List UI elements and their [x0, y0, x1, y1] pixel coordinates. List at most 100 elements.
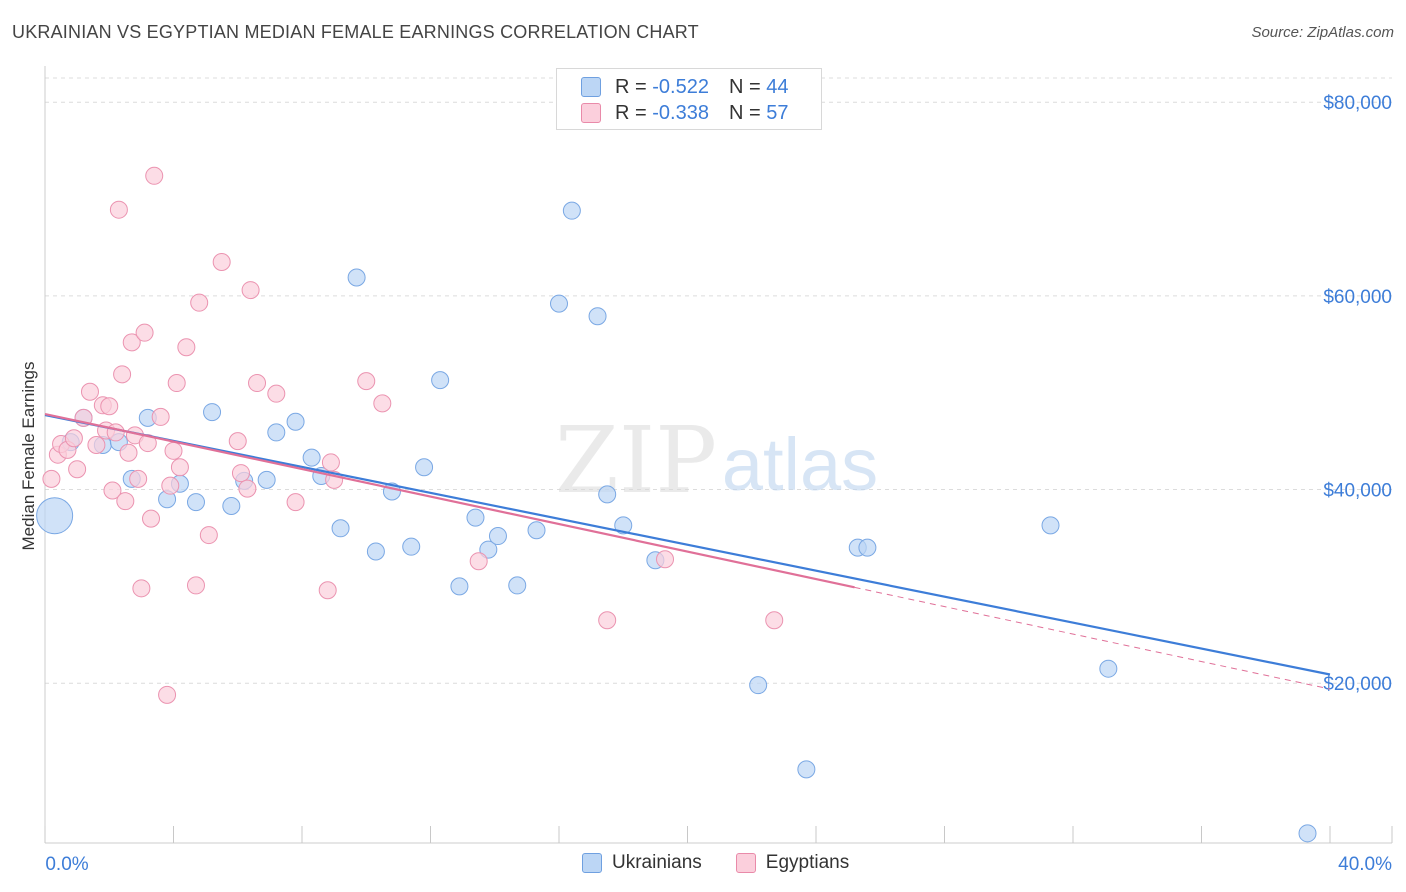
egyptian-trend-extension: [854, 586, 1331, 690]
ukrainian-point: [222, 497, 241, 516]
egyptian-point: [87, 436, 106, 455]
legend-r-label: R =: [615, 101, 653, 124]
y-tick-label: $60,000: [1323, 287, 1392, 308]
ukrainian-point: [1041, 516, 1060, 535]
watermark-atlas: atlas: [722, 423, 878, 506]
legend-row-egyptians: R = -0.338 N = 57: [581, 101, 788, 125]
correlation-legend: R = -0.522 N = 44 R = -0.338 N = 57: [556, 68, 822, 130]
egyptian-point: [241, 281, 260, 300]
ukrainian-point: [415, 458, 434, 477]
ukrainian-point: [186, 493, 205, 512]
legend-item-ukrainians[interactable]: Ukrainians: [582, 852, 702, 874]
egyptian-point: [469, 552, 488, 571]
ukrainian-point: [257, 470, 276, 489]
ukrainian-point: [858, 538, 877, 557]
ukrainian-point: [366, 542, 385, 561]
y-tick-label: $40,000: [1323, 481, 1392, 502]
ukrainian-point: [488, 527, 507, 546]
ukrainian-point: [402, 537, 421, 556]
ukrainian-point: [431, 371, 450, 390]
egyptian-point: [151, 407, 170, 426]
legend-n-label: N =: [728, 75, 767, 98]
ukrainian-point: [550, 294, 568, 313]
egyptian-point: [142, 509, 161, 528]
ukrainian-point: [203, 403, 222, 422]
egyptian-point: [80, 382, 99, 401]
legend-swatch-ukrainians: [581, 77, 601, 97]
legend-r-value: -0.522: [652, 75, 709, 98]
x-tick-label: 0.0%: [45, 854, 88, 875]
egyptian-point: [177, 338, 196, 357]
ukrainian-point: [508, 576, 527, 595]
egyptian-point: [113, 365, 132, 384]
egyptian-trend-line: [44, 412, 855, 589]
egyptian-point: [122, 333, 141, 352]
egyptian-point: [231, 464, 250, 483]
legend-item-egyptians[interactable]: Egyptians: [735, 852, 850, 874]
legend-r-label: R =: [615, 75, 653, 98]
legend-row-ukrainians: R = -0.522 N = 44: [581, 75, 788, 99]
egyptian-point: [116, 492, 135, 511]
egyptian-point: [170, 458, 189, 477]
egyptian-point: [186, 576, 205, 595]
egyptian-point: [138, 434, 157, 453]
legend-label-egyptians: Egyptians: [765, 852, 850, 873]
egyptian-point: [64, 429, 83, 448]
legend-n-label: N =: [728, 101, 767, 124]
egyptian-point: [286, 493, 305, 512]
watermark-zip: ZIP: [555, 407, 717, 514]
chart-source: Source: ZipAtlas.com: [1251, 24, 1394, 41]
egyptian-point: [228, 432, 247, 451]
y-tick-label: $80,000: [1323, 93, 1392, 114]
y-axis-label: Median Female Earnings: [19, 362, 38, 551]
legend-swatch-egyptians: [735, 853, 756, 873]
egyptian-point: [321, 453, 340, 472]
egyptian-point: [158, 685, 177, 704]
ukrainian-point: [347, 268, 366, 287]
legend-swatch-egyptians: [581, 103, 601, 123]
egyptian-point: [100, 397, 119, 416]
egyptian-point: [109, 200, 128, 219]
egyptian-point: [161, 476, 180, 495]
ukrainian-point: [302, 448, 321, 467]
ukrainian-point: [1099, 659, 1118, 678]
ukrainian-point: [286, 412, 305, 431]
egyptian-point: [103, 481, 122, 500]
legend-swatch-ukrainians: [582, 853, 602, 873]
ukrainian-point: [36, 497, 74, 535]
legend-n-value: 57: [766, 101, 789, 124]
ukrainian-point: [797, 760, 816, 779]
ukrainian-point: [614, 516, 633, 535]
legend-r-value: -0.338: [652, 101, 709, 124]
egyptian-point: [357, 372, 376, 391]
egyptian-point: [598, 611, 617, 630]
egyptian-point: [267, 384, 286, 403]
egyptian-point: [238, 479, 257, 498]
ukrainian-point: [267, 423, 286, 442]
ukrainian-point: [479, 540, 498, 559]
x-tick-label: 40.0%: [1338, 854, 1392, 875]
egyptian-point: [190, 293, 209, 312]
egyptian-point: [132, 579, 151, 598]
ukrainian-point: [331, 519, 350, 538]
ukrainian-point: [749, 676, 768, 695]
egyptian-point: [129, 469, 148, 488]
legend-n-value: 44: [766, 75, 789, 98]
ukrainian-point: [562, 201, 581, 220]
ukrainian-trend-line: [44, 413, 1331, 676]
egyptian-point: [106, 423, 125, 442]
ukrainian-point: [450, 577, 469, 596]
egyptian-point: [68, 460, 87, 479]
series-legend: Ukrainians Egyptians: [582, 852, 883, 874]
ukrainian-point: [527, 521, 546, 540]
ukrainian-point: [1298, 824, 1317, 843]
egyptian-point: [765, 611, 784, 630]
legend-label-ukrainians: Ukrainians: [612, 852, 702, 873]
egyptian-point: [135, 323, 154, 342]
egyptian-point: [119, 443, 138, 462]
ukrainian-point: [588, 307, 607, 326]
ukrainian-point: [466, 508, 485, 527]
chart-title: UKRAINIAN VS EGYPTIAN MEDIAN FEMALE EARN…: [12, 22, 699, 42]
egyptian-point: [199, 526, 218, 545]
